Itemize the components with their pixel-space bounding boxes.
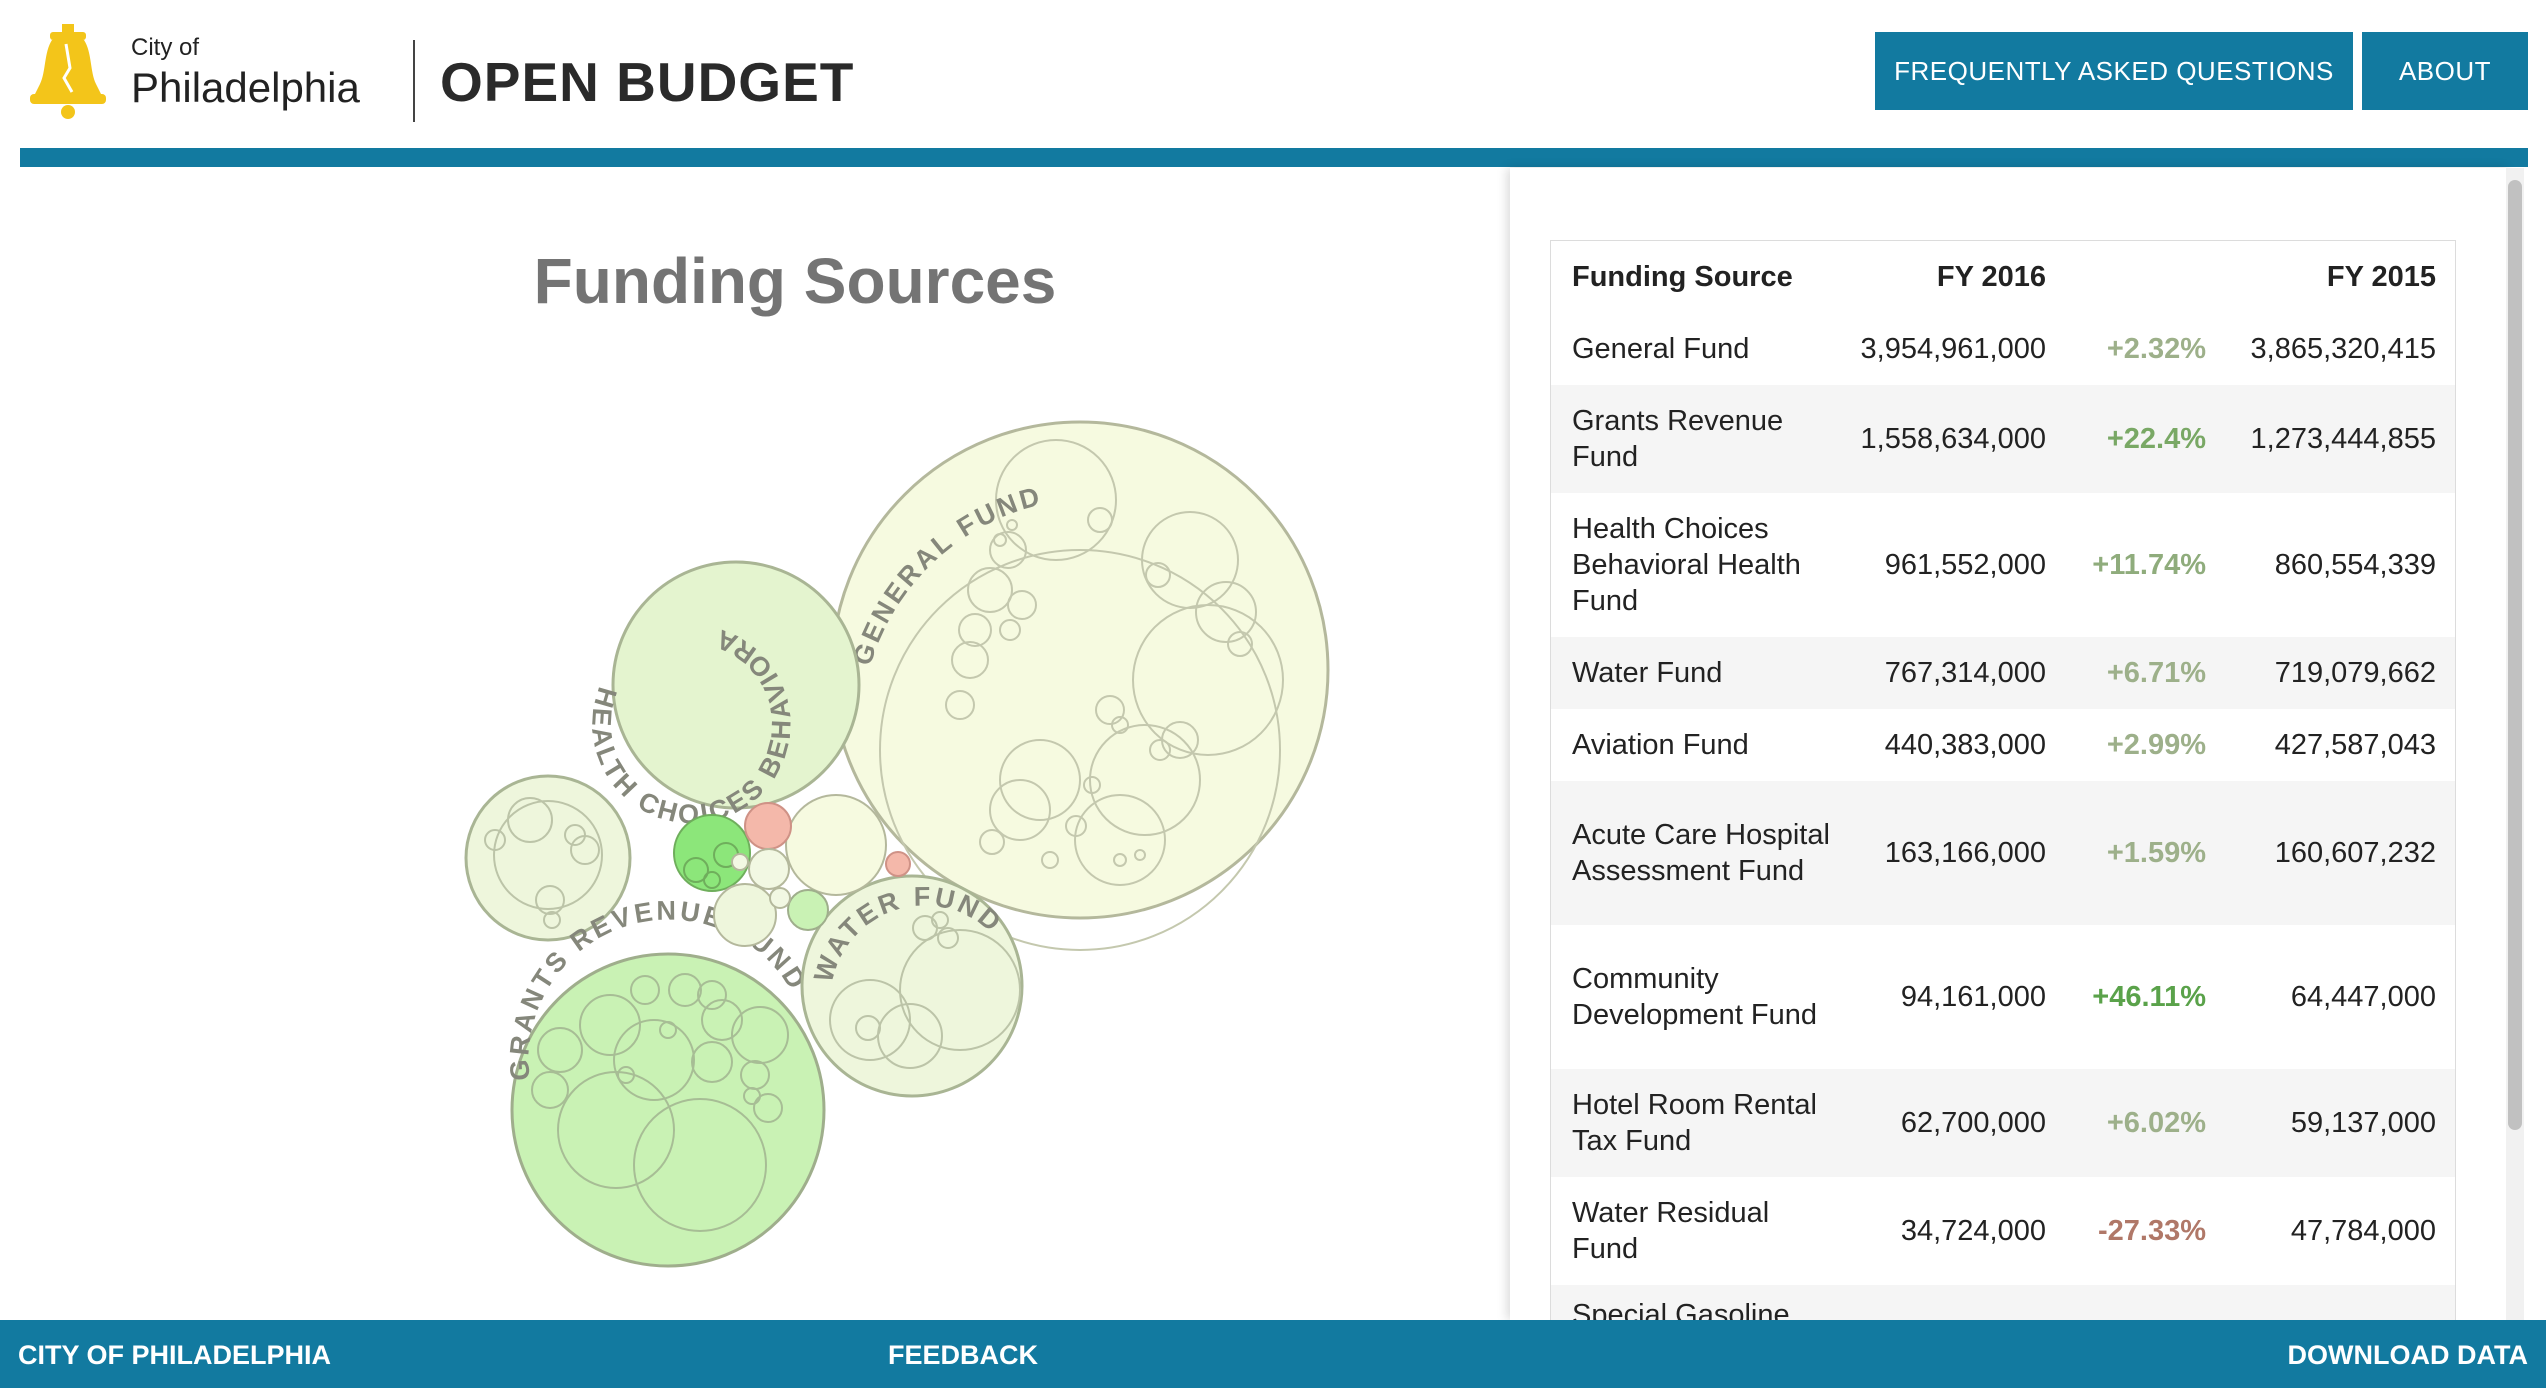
header-fy2015[interactable]: FY 2015 [2326,260,2436,293]
funding-table: Funding Source FY 2016 FY 2015 General F… [1550,240,2456,1320]
cell-fy2015: 59,137,000 [2290,1106,2436,1139]
header-divider [413,40,415,122]
footer-feedback-link[interactable]: FEEDBACK [888,1340,1039,1370]
table-row[interactable]: Acute Care Hospital Assessment Fund 163,… [1551,781,2455,925]
faq-button[interactable]: FREQUENTLY ASKED QUESTIONS [1875,32,2353,110]
cell-source: Aviation Fund [1572,729,1749,761]
table-row[interactable]: Special Gasoline [1551,1285,2455,1320]
cell-source: General Fund [1572,333,1750,365]
cell-change: +46.11% [2092,980,2206,1013]
cell-fy2015: 1,273,444,855 [2250,422,2436,455]
bubble-community-development[interactable] [673,814,751,892]
cell-fy2016: 34,724,000 [1900,1214,2046,1247]
footer-download-link[interactable]: DOWNLOAD DATA [2287,1340,2528,1370]
cell-change: -27.33% [2097,1214,2206,1247]
cell-fy2016: 1,558,634,000 [1860,422,2046,455]
table-row[interactable]: Grants Revenue Fund 1,558,634,000 +22.4%… [1551,385,2455,493]
header-funding-source[interactable]: Funding Source [1572,261,1793,293]
city-name-text: Philadelphia [131,64,360,111]
table-row[interactable]: Water Fund 767,314,000 +6.71% 719,079,66… [1551,637,2455,709]
cell-change: +22.4% [2106,422,2206,455]
bubble-water-residual[interactable] [744,802,792,850]
chart-title: Funding Sources [533,245,1057,317]
cell-change: +2.99% [2106,728,2206,761]
site-footer: CITY OF PHILADELPHIA FEEDBACK DOWNLOAD D… [0,1320,2546,1388]
cell-change: +1.59% [2106,836,2206,869]
cell-source: Health Choices Behavioral Health Fund [1572,513,1801,617]
table-row[interactable]: Health Choices Behavioral Health Fund 96… [1551,493,2455,637]
cell-change: +2.32% [2106,332,2206,365]
bubble-hotel-room-rental[interactable] [713,883,777,947]
cell-fy2015: 719,079,662 [2274,656,2436,689]
header-accent-bar [20,148,2528,167]
cell-fy2016: 440,383,000 [1884,728,2046,761]
liberty-bell-logo-icon[interactable] [26,22,110,122]
cell-fy2016: 961,552,000 [1884,548,2046,581]
site-header: City of Philadelphia OPEN BUDGET FREQUEN… [0,0,2546,148]
cell-fy2015: 860,554,339 [2274,548,2436,581]
cell-fy2016: 3,954,961,000 [1860,332,2046,365]
cell-source: Hotel Room Rental Tax Fund [1572,1089,1817,1157]
bubble-aviation-fund[interactable] [464,774,632,942]
bubble-water-fund[interactable]: WATER FUND [800,874,1024,1098]
cell-source: Grants Revenue Fund [1572,405,1784,473]
cell-fy2015: 64,447,000 [2290,980,2436,1013]
panel-scrollbar-thumb[interactable] [2508,180,2522,1130]
cell-source: Special Gasoline [1572,1299,1790,1320]
cell-fy2015: 427,587,043 [2274,728,2436,761]
cell-source: Community Development Fund [1572,963,1818,1031]
header-fy2016[interactable]: FY 2016 [1936,260,2046,293]
site-title[interactable]: OPEN BUDGET [440,51,855,113]
cell-fy2016: 163,166,000 [1884,836,2046,869]
footer-city-link[interactable]: CITY OF PHILADELPHIA [18,1340,332,1370]
table-row[interactable]: Community Development Fund 94,161,000 +4… [1551,925,2455,1069]
cell-source: Water Residual Fund [1572,1197,1770,1265]
bubble-health-choices[interactable]: HEALTH CHOICES BEHAVIORA [586,560,861,829]
cell-fy2016: 767,314,000 [1884,656,2046,689]
about-button[interactable]: ABOUT [2362,32,2528,110]
cell-source: Water Fund [1572,657,1723,689]
bubble-grants-revenue[interactable]: GRANTS REVENUE FUND [504,896,826,1268]
funding-table-panel[interactable]: Funding Source FY 2016 FY 2015 General F… [1510,168,2510,1320]
cell-change: +6.71% [2106,656,2206,689]
cell-change: +11.74% [2092,548,2206,581]
cell-change: +6.02% [2106,1106,2206,1139]
cell-fy2015: 160,607,232 [2274,836,2436,869]
cell-fy2015: 3,865,320,415 [2250,332,2436,365]
city-of-text: City of [131,34,200,61]
table-row[interactable]: Hotel Room Rental Tax Fund 62,700,000 +6… [1551,1069,2455,1177]
table-row[interactable]: General Fund 3,954,961,000 +2.32% 3,865,… [1551,313,2455,385]
cell-fy2016: 94,161,000 [1900,980,2046,1013]
bubble-small-funds[interactable] [731,848,911,931]
cell-fy2016: 62,700,000 [1900,1106,2046,1139]
bubble-acute-care[interactable] [785,794,887,896]
table-row[interactable]: Water Residual Fund 34,724,000 -27.33% 4… [1551,1177,2455,1285]
table-row[interactable]: Aviation Fund 440,383,000 +2.99% 427,587… [1551,709,2455,781]
cell-source: Acute Care Hospital Assessment Fund [1572,819,1830,887]
cell-fy2015: 47,784,000 [2290,1214,2436,1247]
funding-bubble-chart[interactable]: GENERAL FUND HEALTH CHOICES BEHAVIORA [400,330,1360,1270]
table-header-row: Funding Source FY 2016 FY 2015 [1551,241,2455,313]
